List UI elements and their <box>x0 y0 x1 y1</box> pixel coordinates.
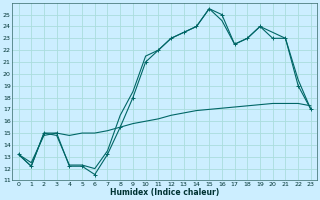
X-axis label: Humidex (Indice chaleur): Humidex (Indice chaleur) <box>110 188 219 197</box>
